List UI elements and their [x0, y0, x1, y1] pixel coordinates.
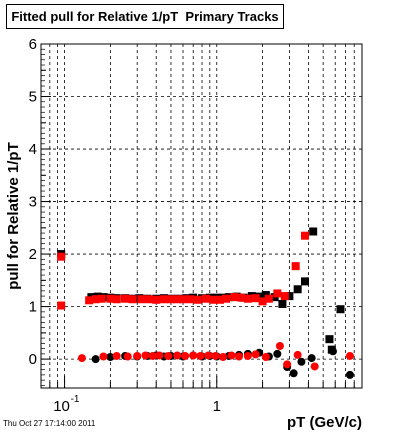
data-point-circle: [297, 357, 306, 366]
data-point-square: [215, 295, 224, 304]
data-point-circle: [133, 351, 142, 360]
data-point-square: [121, 294, 130, 303]
data-point-circle: [243, 351, 252, 360]
data-point-square: [112, 295, 121, 304]
data-point-circle: [310, 362, 319, 371]
data-point-circle: [181, 351, 190, 360]
data-point-circle: [227, 351, 236, 360]
data-point-square: [209, 295, 218, 304]
data-point-circle: [141, 351, 150, 360]
data-point-circle: [328, 347, 337, 356]
data-point-circle: [112, 351, 121, 360]
data-point-circle: [106, 353, 115, 362]
timestamp: Thu Oct 27 17:14:00 2011: [3, 419, 96, 428]
x-tick-label: 10: [53, 398, 70, 415]
y-tick-label: 4: [29, 141, 37, 158]
data-point-square: [273, 289, 282, 298]
data-point-square: [264, 294, 273, 303]
data-point-circle: [155, 351, 164, 360]
data-point-circle: [189, 351, 198, 360]
data-point-circle: [293, 350, 302, 359]
data-point-square: [173, 295, 182, 304]
data-point-circle: [99, 352, 108, 361]
data-point-square: [285, 292, 294, 301]
data-point-circle: [345, 370, 354, 379]
data-point-square: [97, 294, 106, 303]
data-point-square: [336, 305, 345, 314]
data-point-circle: [261, 353, 270, 362]
data-point-square: [186, 295, 195, 304]
data-point-square: [301, 231, 310, 240]
data-point-square: [258, 297, 267, 306]
data-point-square: [251, 294, 260, 303]
y-tick-label: 5: [29, 89, 37, 106]
marker-layer: [57, 227, 354, 379]
data-point-circle: [289, 369, 298, 378]
data-point-circle: [275, 341, 284, 350]
data-point-circle: [123, 352, 132, 361]
data-point-circle: [211, 351, 220, 360]
data-point-circle: [77, 354, 86, 363]
y-axis-label: pull for Relative 1/pT: [5, 142, 22, 290]
data-point-square: [237, 293, 246, 302]
data-point-circle: [164, 351, 173, 360]
data-point-circle: [219, 353, 228, 362]
data-point-circle: [307, 354, 316, 363]
x-axis-label: pT (GeV/c): [287, 414, 362, 431]
data-point-circle: [173, 351, 182, 360]
data-point-square: [137, 295, 146, 304]
data-point-square: [57, 252, 66, 261]
data-point-circle: [196, 351, 205, 360]
y-tick-label: 0: [29, 351, 37, 368]
data-point-square: [301, 277, 310, 286]
data-point-square: [293, 285, 302, 294]
plot-frame: [40, 43, 363, 389]
data-point-circle: [273, 349, 282, 358]
data-point-square: [309, 227, 318, 236]
data-point-square: [278, 299, 287, 308]
data-point-circle: [204, 351, 213, 360]
data-point-square: [128, 295, 137, 304]
data-point-square: [222, 294, 231, 303]
data-point-square: [291, 262, 300, 271]
data-point-square: [145, 295, 154, 304]
data-point-circle: [283, 360, 292, 369]
y-tick-label: 3: [29, 194, 37, 211]
y-tick-label: 1: [29, 299, 37, 316]
data-point-square: [159, 295, 168, 304]
data-point-square: [280, 292, 289, 301]
data-point-circle: [91, 355, 100, 364]
axis-layer: 0 1 2 3 4 5 6 10 -1 1: [29, 36, 363, 415]
data-point-circle: [57, 301, 66, 310]
data-point-square: [202, 294, 211, 303]
x-tick-label: 1: [213, 398, 221, 415]
data-point-square: [198, 294, 207, 303]
data-point-square: [243, 294, 252, 303]
data-point-square: [91, 295, 100, 304]
data-point-square: [230, 293, 239, 302]
data-point-square: [106, 294, 115, 303]
y-tick-label: 6: [29, 36, 37, 53]
data-point-square: [179, 295, 188, 304]
data-point-square: [193, 295, 202, 304]
grid-layer: [40, 43, 363, 388]
data-point-circle: [235, 352, 244, 361]
data-point-circle: [345, 351, 354, 360]
data-point-square: [152, 295, 161, 304]
data-point-square: [166, 295, 175, 304]
data-point-square: [325, 335, 334, 344]
data-point-square: [85, 296, 94, 305]
data-point-circle: [148, 351, 157, 360]
chart-title: Fitted pull for Relative 1/pT Primary Tr…: [6, 4, 284, 29]
x-tick-exponent: -1: [71, 394, 80, 405]
y-tick-label: 2: [29, 246, 37, 263]
data-point-circle: [251, 350, 260, 359]
